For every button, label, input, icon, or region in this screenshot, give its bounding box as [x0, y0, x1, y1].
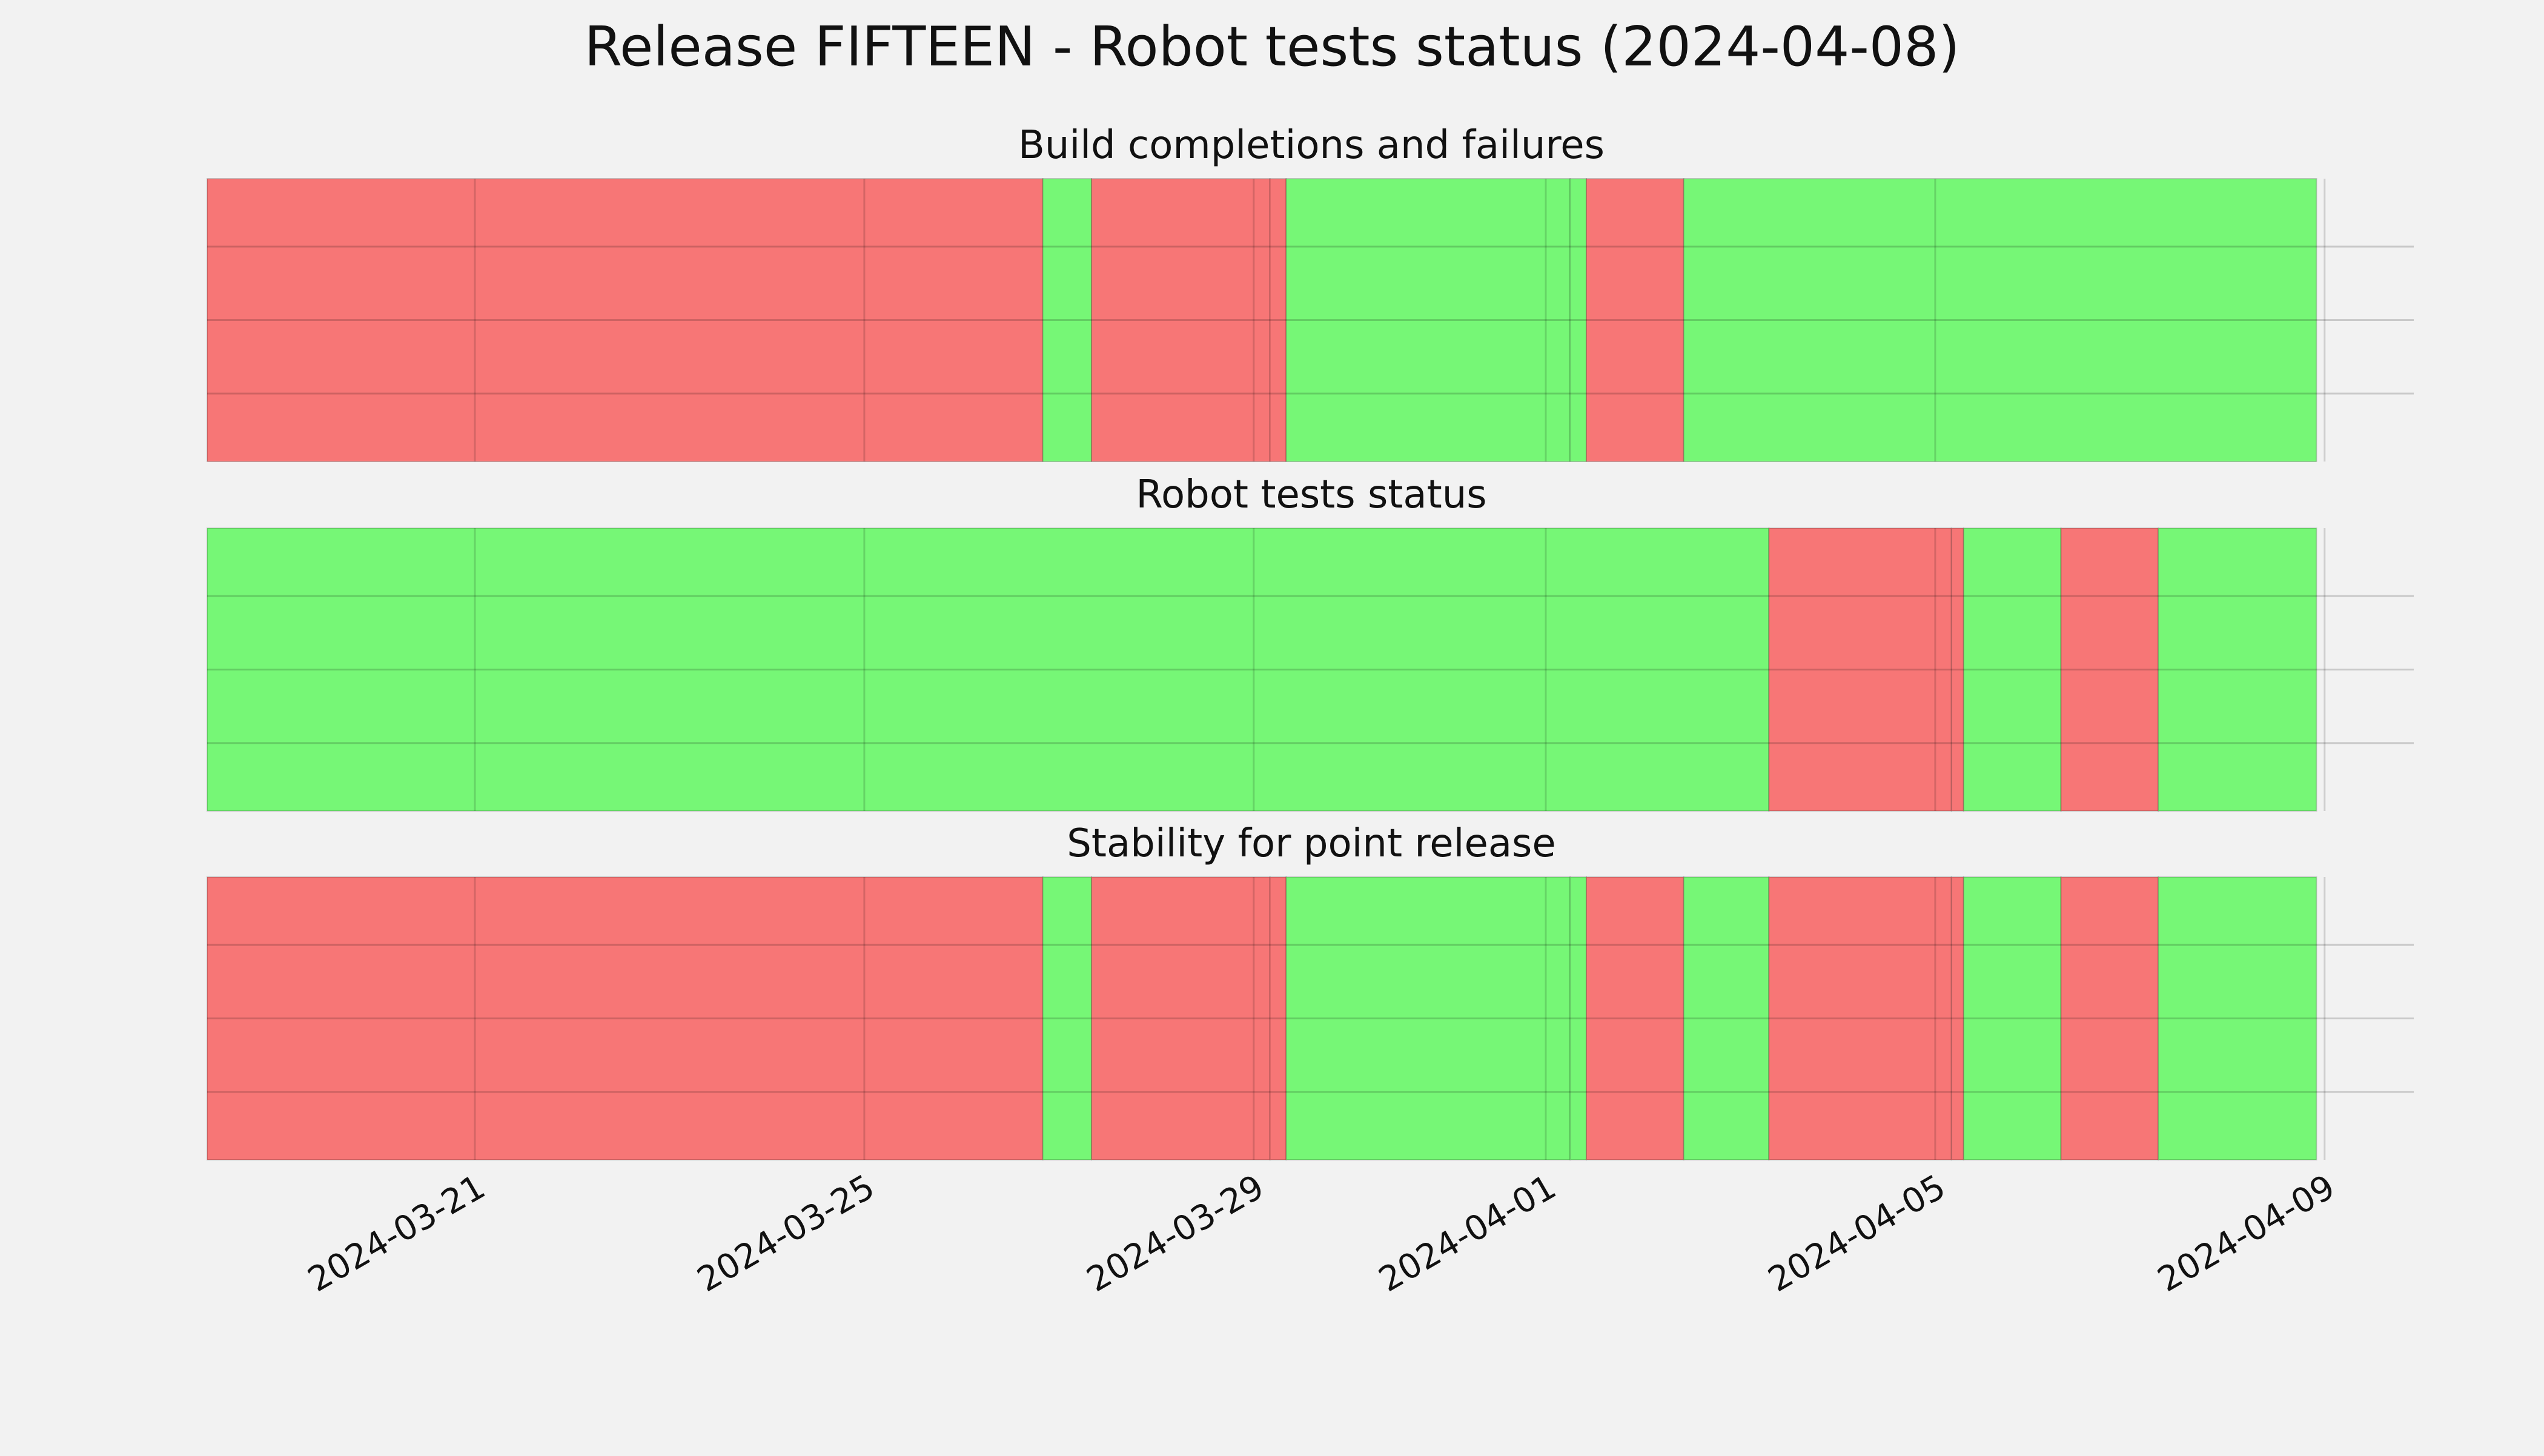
status-segment-pass — [1683, 178, 2317, 462]
status-segment-fail — [1269, 178, 1287, 462]
status-segment-pass — [2158, 876, 2317, 1160]
status-segment-fail — [1269, 876, 1287, 1160]
status-segment-pass — [1963, 876, 2062, 1160]
status-segment-fail — [2060, 528, 2159, 812]
status-segment-pass — [1285, 178, 1571, 462]
figure-title: Release FIFTEEN - Robot tests status (20… — [585, 15, 1960, 79]
status-segment-pass — [1569, 178, 1587, 462]
status-segment-pass — [1963, 528, 2062, 812]
status-segment-fail — [1768, 528, 1952, 812]
status-segment-fail — [207, 178, 1044, 462]
status-segment-pass — [2158, 528, 2317, 812]
status-segment-pass — [1285, 876, 1571, 1160]
panels: Build completions and failures Robot test… — [207, 123, 2414, 1160]
panel-title: Robot tests status — [1136, 472, 1486, 517]
panel-title: Build completions and failures — [1018, 123, 1605, 168]
status-segment-fail — [1585, 178, 1684, 462]
status-segment-fail — [1585, 876, 1684, 1160]
status-segment-fail — [1090, 876, 1271, 1160]
panel-title: Stability for point release — [1067, 821, 1556, 866]
status-segment-pass — [1042, 876, 1092, 1160]
status-segment-fail — [2060, 876, 2159, 1160]
status-segment-fail — [1090, 178, 1271, 462]
panel-3: Stability for point release — [207, 821, 2414, 1160]
status-segment-fail — [207, 876, 1044, 1160]
status-segment-fail — [1768, 876, 1952, 1160]
status-segment-pass — [207, 528, 1770, 812]
status-segment-pass — [1569, 876, 1587, 1160]
panel-2: Robot tests status — [207, 472, 2414, 812]
panel-1: Build completions and failures — [207, 123, 2414, 462]
